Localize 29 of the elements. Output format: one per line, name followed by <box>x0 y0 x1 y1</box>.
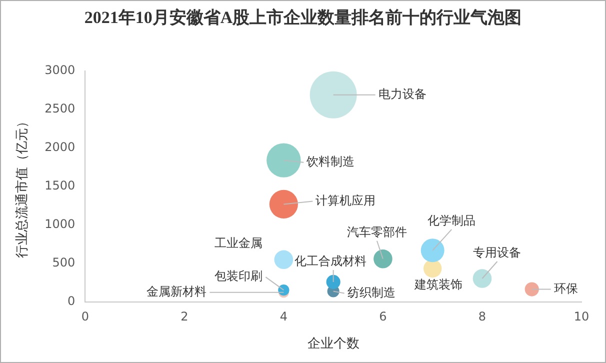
chart-title: 2021年10月安徽省A股上市企业数量排名前十的行业气泡图 <box>83 7 523 29</box>
y-tick-label: 0 <box>68 294 76 308</box>
x-axis-title: 企业个数 <box>307 336 360 352</box>
series-label: 电力设备 <box>378 86 426 101</box>
y-tick-label: 1000 <box>44 217 76 232</box>
series-label: 化工合成材料 <box>294 254 366 268</box>
series-label: 建筑装饰 <box>414 278 463 292</box>
x-tick-label: 6 <box>379 309 387 324</box>
y-tick-label: 3000 <box>44 63 76 78</box>
y-axis-title: 行业总流通市值（亿元） <box>14 115 30 258</box>
series-label: 专用设备 <box>473 246 522 260</box>
series-label: 计算机应用 <box>316 193 376 208</box>
x-tick-label: 0 <box>81 309 89 324</box>
x-tick-label: 8 <box>478 309 486 324</box>
series-label: 工业金属 <box>214 236 263 250</box>
y-tick-label: 1500 <box>44 178 76 193</box>
y-tick-label: 2500 <box>44 102 76 116</box>
x-tick-label: 4 <box>280 309 288 324</box>
y-tick-label: 2000 <box>44 140 76 154</box>
series-label: 环保 <box>554 281 578 296</box>
series-label: 化学制品 <box>428 214 476 228</box>
x-tick-label: 2 <box>180 309 188 324</box>
x-tick-label: 10 <box>574 309 590 324</box>
series-label: 饮料制造 <box>306 154 355 168</box>
y-tick-label: 500 <box>52 256 76 270</box>
series-label: 纺织制造 <box>347 285 396 300</box>
text: 金属新材料 <box>146 284 207 298</box>
series-label: 汽车零部件 <box>346 225 407 240</box>
series-label: 包装印刷 <box>214 269 263 284</box>
